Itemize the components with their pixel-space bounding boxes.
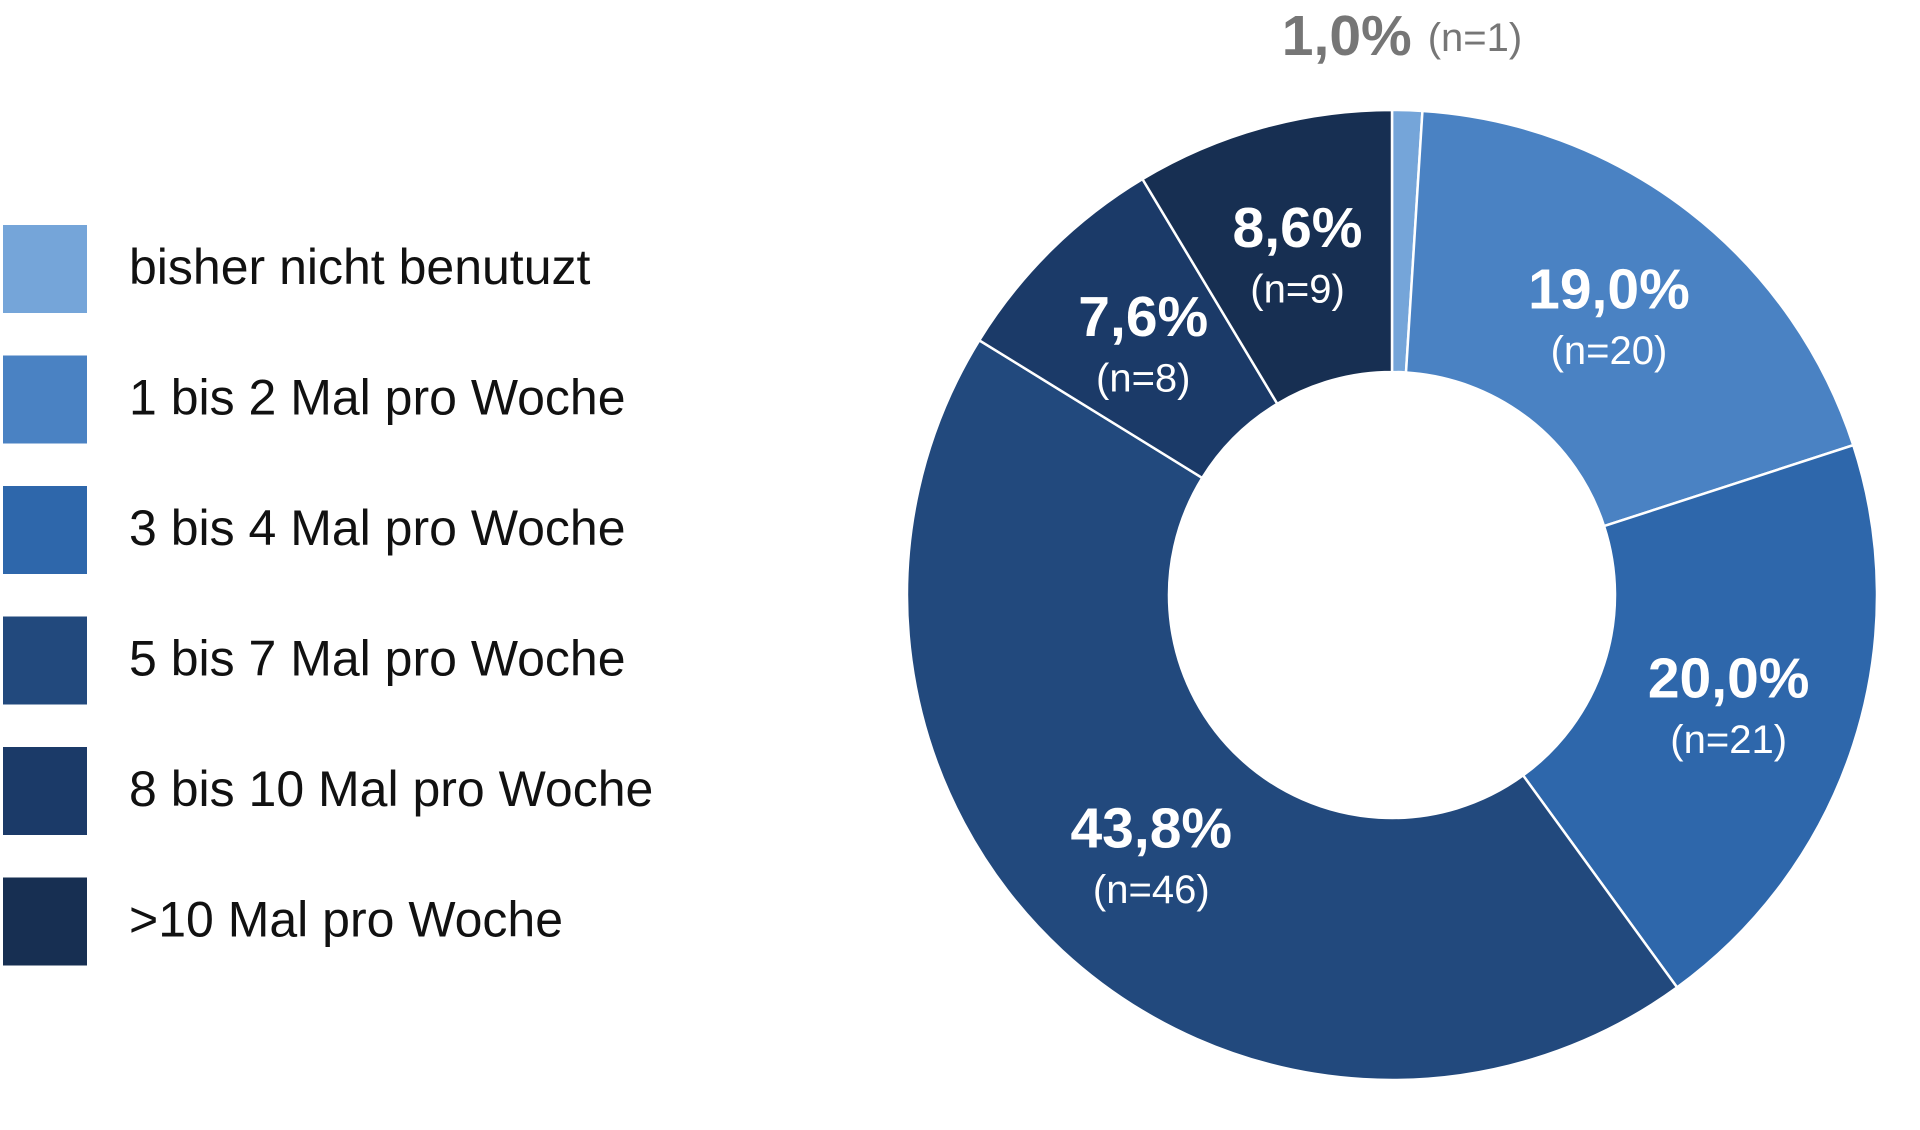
count-label: (n=8) xyxy=(1096,357,1191,401)
legend-label: bisher nicht benutuzt xyxy=(129,239,591,295)
legend-swatch xyxy=(3,486,87,574)
legend-label: >10 Mal pro Woche xyxy=(129,892,563,948)
legend-swatch xyxy=(3,877,87,966)
percent-label: 7,6% xyxy=(1078,285,1208,349)
legend-swatch xyxy=(3,225,87,313)
percent-label: 1,0% xyxy=(1282,4,1412,68)
legend-swatch xyxy=(3,355,87,444)
legend-swatch xyxy=(3,616,87,705)
legend-label: 3 bis 4 Mal pro Woche xyxy=(129,500,626,556)
value-label: 1,0% (n=1) xyxy=(1282,4,1522,68)
percent-label: 19,0% xyxy=(1528,257,1690,321)
donut-slice xyxy=(905,338,1679,1082)
count-label: (n=46) xyxy=(1093,868,1210,912)
donut-slice xyxy=(1404,109,1855,528)
legend-label: 1 bis 2 Mal pro Woche xyxy=(129,370,626,426)
donut-slice xyxy=(1140,108,1394,406)
count-label: (n=21) xyxy=(1670,718,1787,762)
donut-slice xyxy=(1521,443,1879,990)
percent-label: 8,6% xyxy=(1233,196,1363,260)
legend-label: 8 bis 10 Mal pro Woche xyxy=(129,761,653,817)
count-label: (n=9) xyxy=(1250,267,1345,311)
count-label: (n=1) xyxy=(1428,16,1523,60)
count-label: (n=20) xyxy=(1551,329,1668,373)
percent-label: 20,0% xyxy=(1648,646,1810,710)
legend-label: 5 bis 7 Mal pro Woche xyxy=(129,631,626,687)
percent-label: 43,8% xyxy=(1070,797,1232,861)
legend-swatch xyxy=(3,747,87,835)
